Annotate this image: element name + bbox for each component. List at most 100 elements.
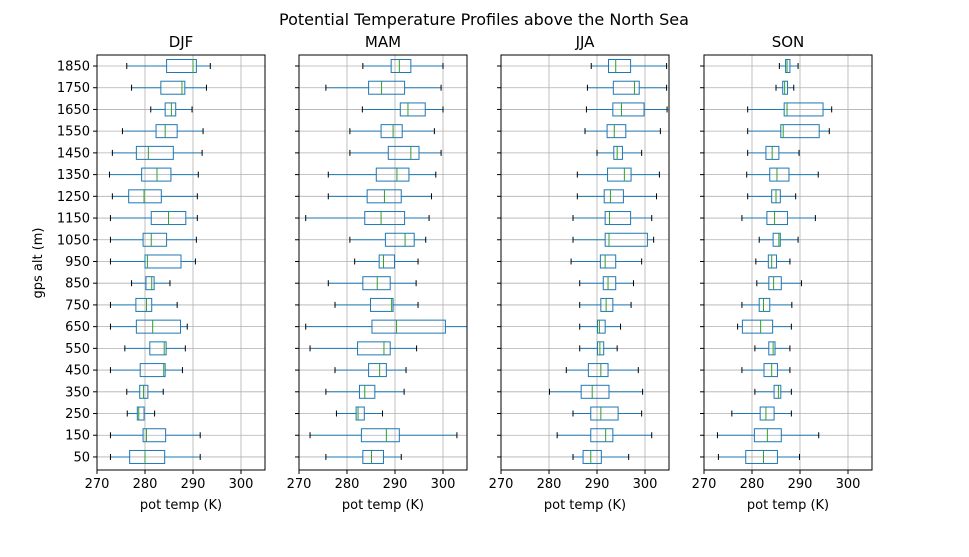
x-axis-label: pot temp (K) [747, 498, 829, 513]
panel-jja: 270 280 290 300 JJA pot temp (K) [489, 33, 670, 513]
iqr-box [380, 124, 403, 139]
y-tick-label: 150 [65, 429, 90, 444]
box-1750 [775, 80, 795, 95]
box-950 [354, 254, 419, 269]
iqr-box [135, 145, 174, 160]
iqr-box [128, 189, 162, 204]
iqr-box [590, 428, 614, 443]
x-axis-label: pot temp (K) [342, 498, 424, 513]
iqr-box [375, 167, 410, 182]
iqr-box [783, 102, 824, 117]
box-850 [756, 276, 802, 291]
iqr-box [745, 449, 778, 464]
box-250 [731, 406, 792, 421]
iqr-box [399, 102, 426, 117]
y-tick-label: 1350 [57, 168, 90, 183]
y-tick-label: 350 [65, 385, 90, 400]
x-tick-label: 290 [585, 477, 610, 492]
box-1150 [741, 211, 816, 226]
iqr-box [767, 254, 777, 269]
panel-mam: 270 280 290 300 MAM pot temp (K) [287, 33, 468, 513]
box-1350 [327, 167, 437, 182]
y-tick-label: 1050 [57, 233, 90, 248]
box-350 [754, 384, 792, 399]
box-group [716, 59, 833, 464]
box-1850 [590, 59, 668, 73]
box-1350 [108, 167, 199, 182]
box-450 [741, 363, 791, 378]
iqr-box [613, 145, 623, 160]
box-450 [109, 363, 183, 378]
box-150 [556, 428, 653, 443]
iqr-box [769, 167, 790, 182]
box-50 [572, 449, 630, 464]
panel-title: DJF [169, 33, 194, 51]
x-tick-label: 290 [181, 477, 206, 492]
box-850 [327, 276, 417, 291]
iqr-box [741, 319, 774, 334]
box-1250 [111, 189, 198, 204]
iqr-box [580, 384, 610, 399]
iqr-box [129, 449, 166, 464]
iqr-box [145, 276, 155, 291]
box-1850 [126, 59, 211, 73]
box-550 [579, 341, 618, 356]
box-1750 [586, 80, 668, 95]
box-1850 [778, 59, 799, 73]
box-1750 [131, 80, 207, 95]
panel-frame [500, 54, 670, 471]
x-tick-label: 280 [740, 477, 765, 492]
box-450 [565, 363, 639, 378]
panel-title: JJA [575, 33, 596, 51]
y-tick-label: 1850 [57, 60, 90, 75]
iqr-box [370, 297, 394, 312]
box-group [108, 59, 211, 464]
x-axis-label: pot temp (K) [544, 498, 626, 513]
box-450 [334, 363, 407, 378]
figure-title: Potential Temperature Profiles above the… [279, 10, 689, 29]
box-1450 [349, 145, 442, 160]
panel-djf: 270 280 290 300 1850 1750 1650 1550 1450 1350 1250… [57, 33, 266, 513]
box-group [548, 59, 668, 464]
iqr-box [166, 59, 197, 73]
box-550 [124, 341, 186, 356]
box-50 [717, 449, 801, 464]
box-1150 [305, 211, 430, 226]
iqr-box [142, 232, 168, 247]
iqr-box [596, 341, 605, 356]
box-650 [109, 319, 188, 334]
box-1650 [585, 102, 668, 117]
y-tick-label: 450 [65, 364, 90, 379]
iqr-box [608, 59, 632, 73]
box-1550 [349, 124, 435, 139]
iqr-box [141, 167, 172, 182]
x-tick-label: 300 [633, 477, 658, 492]
iqr-box [600, 297, 614, 312]
box-250 [572, 406, 643, 421]
box-1050 [109, 232, 197, 247]
x-tick-label: 300 [229, 477, 254, 492]
iqr-box [772, 232, 781, 247]
y-tick-label: 550 [65, 342, 90, 357]
panel-frame [96, 54, 266, 471]
panel-title: SON [772, 33, 805, 51]
box-950 [755, 254, 791, 269]
x-tick-label: 280 [537, 477, 562, 492]
box-1450 [747, 145, 800, 160]
y-tick-label: 1650 [57, 103, 90, 118]
y-tick-label: 1750 [57, 81, 90, 96]
box-1250 [327, 189, 432, 204]
iqr-box [604, 232, 648, 247]
x-tick-label: 270 [489, 477, 514, 492]
iqr-box [785, 59, 791, 73]
iqr-box [368, 363, 387, 378]
iqr-box [612, 80, 640, 95]
box-550 [309, 341, 418, 356]
y-tick-label: 650 [65, 320, 90, 335]
y-tick-label: 1150 [57, 212, 90, 227]
iqr-box [390, 59, 412, 73]
box-750 [109, 297, 178, 312]
y-tick-label: 250 [65, 407, 90, 422]
x-tick-label: 270 [287, 477, 312, 492]
box-1450 [111, 145, 203, 160]
